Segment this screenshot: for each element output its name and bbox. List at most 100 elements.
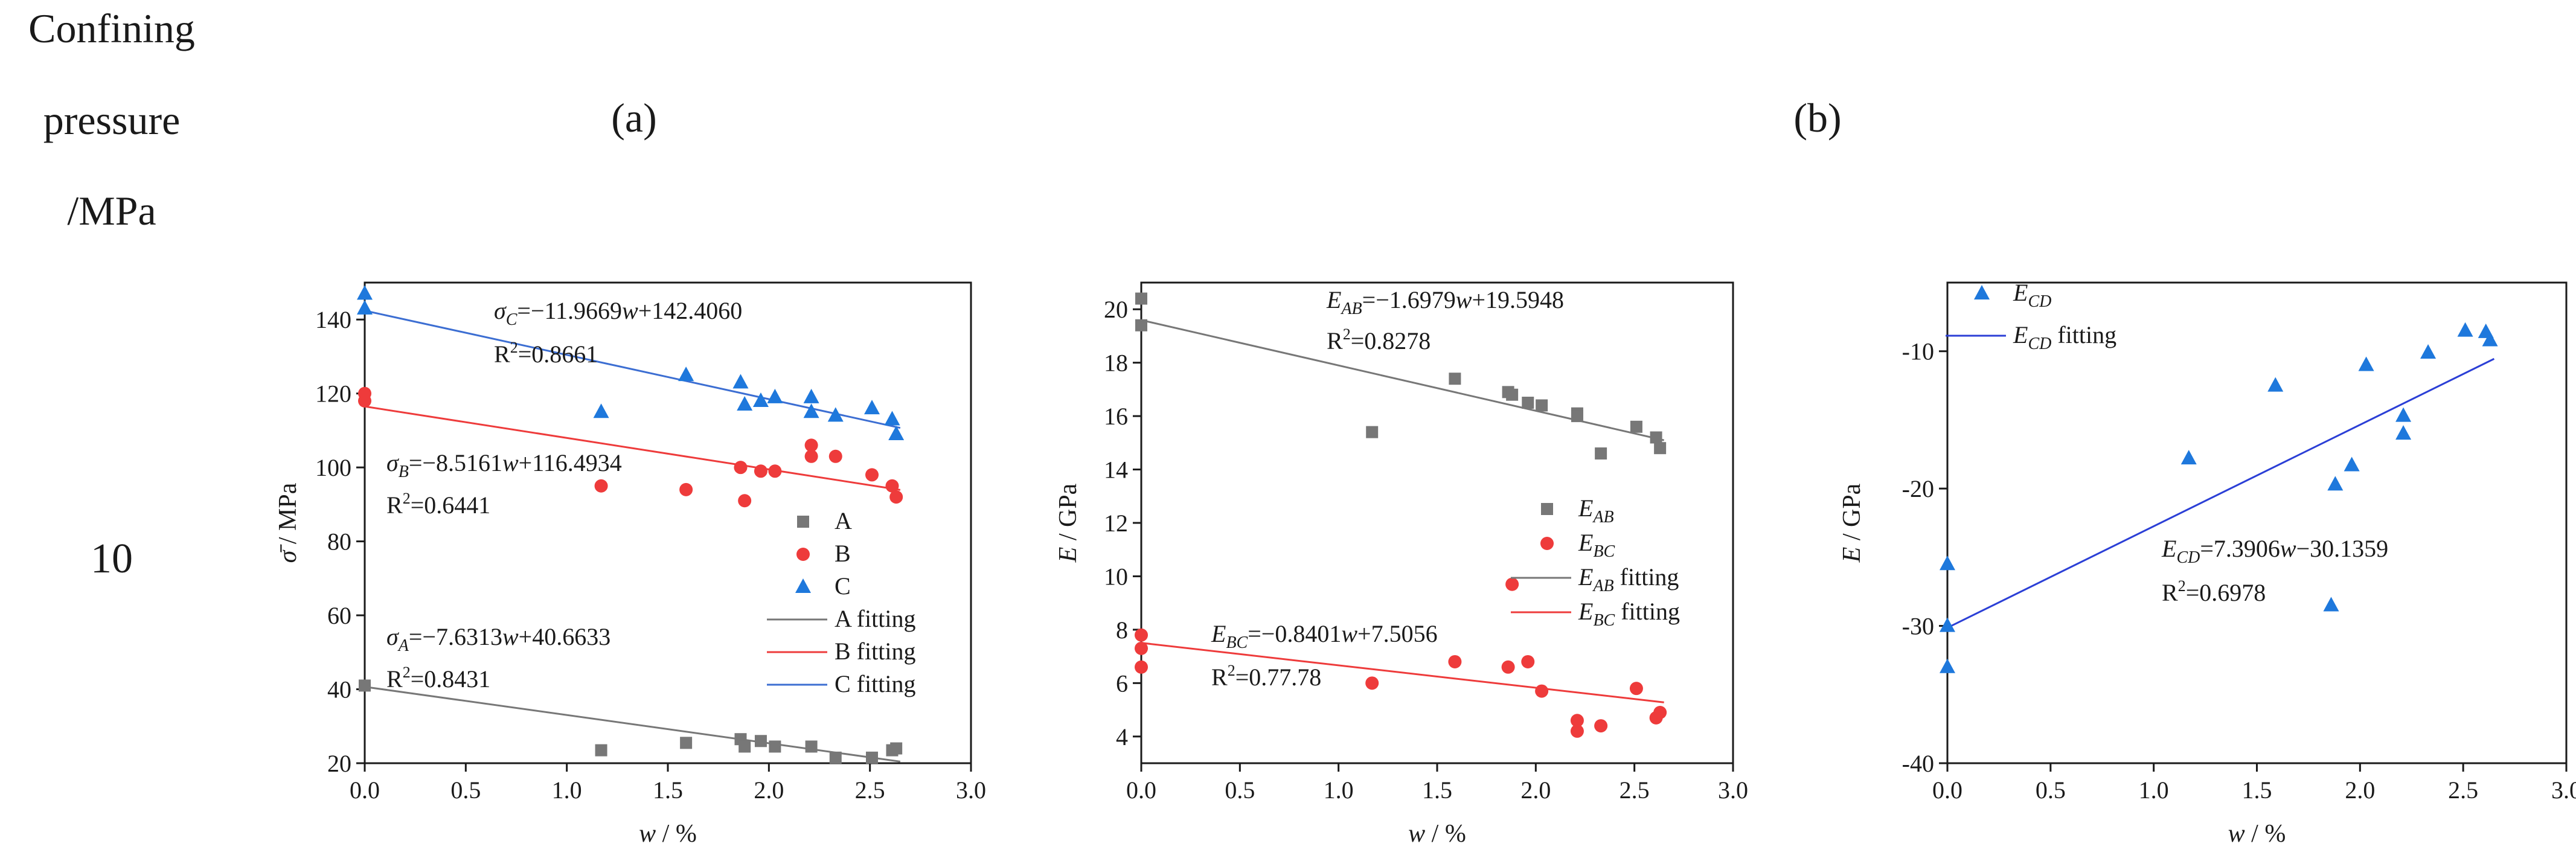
legend-label: EAB fitting bbox=[1578, 563, 1679, 595]
fit-line-a-fitting bbox=[364, 685, 901, 763]
data-point-b bbox=[679, 482, 693, 496]
data-point-b bbox=[734, 461, 748, 475]
data-point-c bbox=[767, 388, 783, 403]
x-axis-label: w / % bbox=[2228, 820, 2286, 848]
row-header-line-2: pressure bbox=[43, 97, 181, 143]
data-point-e-cd bbox=[2323, 597, 2339, 612]
legend-label: EBC fitting bbox=[1578, 598, 1680, 630]
data-point-b bbox=[754, 464, 767, 478]
y-tick-label: 120 bbox=[315, 380, 351, 408]
x-tick-label: 0.5 bbox=[1225, 776, 1255, 804]
fit-equation: σA=−7.6313w+40.6633 bbox=[386, 623, 610, 655]
fit-line-e-cd-fitting bbox=[1947, 357, 2495, 629]
y-tick-label: 8 bbox=[1116, 616, 1128, 644]
y-tick-label: 10 bbox=[1104, 563, 1128, 590]
legend-label: C bbox=[835, 572, 851, 600]
x-tick-label: 0.0 bbox=[1932, 776, 1962, 804]
data-point-e-ab bbox=[1135, 292, 1147, 305]
legend-label: B bbox=[835, 540, 851, 567]
data-point-e-cd bbox=[2420, 344, 2437, 359]
data-point-c bbox=[357, 285, 373, 300]
data-point-a bbox=[769, 740, 781, 753]
data-point-a bbox=[754, 735, 767, 748]
data-point-e-cd bbox=[2457, 322, 2473, 337]
fit-line-b-fitting bbox=[364, 405, 901, 491]
x-tick-label: 1.0 bbox=[2139, 776, 2169, 804]
data-point-e-bc bbox=[1535, 684, 1549, 698]
y-tick-label: 16 bbox=[1104, 403, 1128, 430]
legend-label: ECD fitting bbox=[2013, 321, 2116, 353]
legend-marker bbox=[1540, 537, 1554, 550]
x-tick-label: 3.0 bbox=[1718, 776, 1748, 804]
legend-marker bbox=[795, 578, 811, 593]
data-point-e-bc bbox=[1365, 676, 1379, 690]
x-tick-label: 1.5 bbox=[1422, 776, 1452, 804]
fit-equation: σC=−11.9669w+142.4060 bbox=[494, 297, 742, 329]
x-tick-label: 0.0 bbox=[1126, 776, 1156, 804]
data-point-e-bc bbox=[1501, 660, 1515, 674]
data-point-e-cd bbox=[2344, 456, 2360, 472]
data-point-e-bc bbox=[1135, 660, 1148, 674]
y-tick-label: 12 bbox=[1104, 510, 1128, 537]
data-point-b bbox=[828, 449, 842, 463]
x-axis-label: w / % bbox=[1408, 820, 1466, 848]
r-squared-label: R2=0.8431 bbox=[386, 664, 490, 693]
row-header-line-1: Confining bbox=[28, 5, 195, 51]
data-point-e-cd bbox=[1940, 617, 1955, 632]
data-point-e-bc bbox=[1448, 655, 1462, 668]
x-tick-label: 0.5 bbox=[450, 776, 481, 804]
data-point-c bbox=[737, 396, 753, 411]
legend: ABC A fitting B fitting C fitting bbox=[767, 507, 915, 697]
data-point-e-cd bbox=[2180, 450, 2197, 465]
y-axis-label: σ̄ / MPa bbox=[274, 482, 302, 563]
data-point-e-bc bbox=[1135, 628, 1148, 642]
data-point-c bbox=[884, 411, 900, 426]
data-point-a bbox=[359, 679, 371, 692]
y-axis-label: E / GPa bbox=[1054, 483, 1082, 563]
data-point-b bbox=[768, 464, 782, 478]
data-point-c bbox=[593, 403, 609, 418]
data-point-a bbox=[595, 744, 607, 757]
fit-equation: EBC=−0.8401w+7.5056 bbox=[1211, 620, 1438, 652]
data-point-e-cd bbox=[2482, 331, 2498, 347]
y-tick-label: 20 bbox=[1104, 296, 1128, 323]
fit-equation: EAB=−1.6979w+19.5948 bbox=[1326, 286, 1564, 318]
data-point-e-bc bbox=[1653, 705, 1667, 719]
chart-e-cd: 0.0 0.5 1.0 1.5 2.0 2.5 3.0 -40 -30 -20 -10 w / % E … bbox=[1838, 279, 2576, 848]
data-point-e-bc bbox=[1570, 714, 1584, 728]
legend: ECD ECD fitting bbox=[1946, 279, 2116, 353]
legend-label: A fitting bbox=[835, 605, 915, 632]
legend-label: A bbox=[835, 507, 852, 534]
data-point-c bbox=[803, 403, 819, 418]
row-value-label: 10 bbox=[91, 536, 133, 582]
data-point-c bbox=[357, 299, 373, 315]
chart-sigma: 0.0 0.5 1.0 1.5 2.0 2.5 3.0 20 40 60 80 100 120 140 w … bbox=[274, 281, 986, 848]
y-axis-label: E / GPa bbox=[1838, 483, 1866, 563]
legend-marker bbox=[1974, 285, 1990, 299]
r-squared-label: R2=0.8278 bbox=[1327, 325, 1431, 354]
legend-label: ECD bbox=[2013, 279, 2051, 311]
data-point-e-cd bbox=[2395, 425, 2412, 440]
data-point-c bbox=[827, 407, 844, 422]
data-point-c bbox=[732, 374, 749, 389]
x-tick-label: 2.0 bbox=[1520, 776, 1551, 804]
data-point-a bbox=[890, 742, 903, 755]
fit-line-c-fitting bbox=[364, 310, 901, 429]
data-point-e-ab bbox=[1366, 426, 1379, 438]
data-point-e-ab bbox=[1571, 410, 1583, 423]
data-point-e-ab bbox=[1449, 373, 1461, 385]
r-squared-label: R2=0.6978 bbox=[2162, 577, 2266, 606]
panel-a-label: (a) bbox=[611, 95, 656, 141]
x-tick-label: 1.5 bbox=[2242, 776, 2272, 804]
fit-line-e-bc-fitting bbox=[1141, 642, 1664, 703]
y-tick-label: 60 bbox=[327, 602, 351, 629]
data-point-e-ab bbox=[1135, 319, 1147, 331]
data-point-a bbox=[829, 751, 842, 764]
x-tick-label: 2.5 bbox=[855, 776, 885, 804]
y-tick-label: -40 bbox=[1902, 750, 1934, 777]
row-header-line-3: /MPa bbox=[67, 188, 156, 234]
x-tick-label: 3.0 bbox=[956, 776, 986, 804]
x-tick-label: 0.0 bbox=[350, 776, 380, 804]
x-tick-label: 2.5 bbox=[2448, 776, 2478, 804]
data-point-c bbox=[864, 400, 880, 415]
